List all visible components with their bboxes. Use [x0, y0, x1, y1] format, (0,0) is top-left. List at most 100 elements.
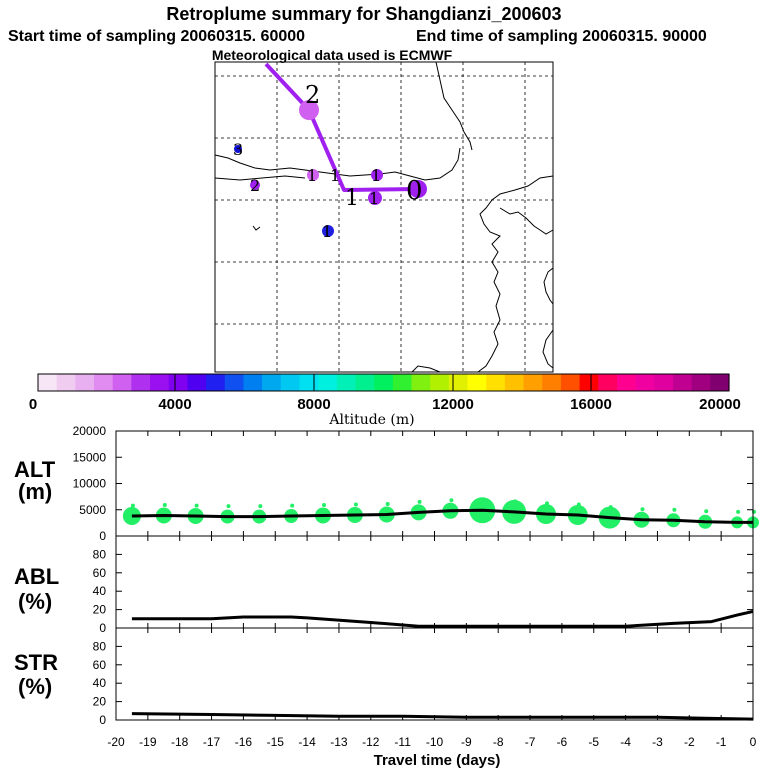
alt-spray-dot — [640, 507, 645, 512]
map-label: 3 — [233, 140, 243, 159]
x-tick-label: -6 — [557, 735, 568, 749]
alt-line — [131, 508, 753, 524]
x-axis-label: Travel time (days) — [374, 752, 501, 768]
y-tick-label: 20 — [93, 603, 107, 617]
map-labels: 2 3 2 1 1 1 1 1 0 1 — [233, 81, 423, 241]
y-tick-label: 10000 — [73, 477, 107, 491]
x-tick-label: -11 — [394, 735, 411, 749]
map-label: 1 — [369, 189, 379, 208]
x-tick-label: -13 — [330, 735, 348, 749]
str-panel-unit: (%) — [18, 674, 52, 699]
x-tick-label: -10 — [426, 735, 444, 749]
y-tick-label: 20 — [93, 695, 107, 709]
alt-spray-dot — [576, 502, 581, 507]
alt-spray-dot — [194, 503, 199, 508]
y-tick-label: 40 — [93, 584, 107, 598]
map-label: 0 — [406, 176, 423, 206]
map-label: 1 — [345, 186, 359, 211]
trajectory-node — [368, 191, 382, 205]
colorbar-label: Altitude (m) — [328, 412, 414, 428]
colorbar-cell — [598, 374, 618, 391]
y-tick-label: 20000 — [73, 424, 107, 438]
str-frame — [115, 627, 754, 721]
x-tick-label: -17 — [203, 735, 221, 749]
x-tick-label: -12 — [362, 735, 380, 749]
colorbar-cell — [336, 374, 357, 391]
trajectory-node — [322, 225, 334, 237]
alt-spray-dot — [449, 498, 454, 503]
alt-spray-dot — [608, 505, 613, 510]
colorbar-cell — [710, 374, 730, 391]
alt-yticks: 20000 15000 10000 5000 0 — [73, 424, 754, 543]
y-tick-label: 40 — [93, 676, 107, 690]
colorbar-cell — [654, 374, 674, 391]
colorbar-cell — [243, 374, 263, 391]
map-label: 1 — [307, 166, 317, 185]
colorbar-cell — [355, 374, 375, 391]
colorbar-cell — [448, 374, 469, 391]
colorbar-cell — [523, 374, 543, 391]
end-time: End time of sampling 20060315. 90000 — [416, 28, 707, 45]
colorbar-tick: 4000 — [158, 396, 191, 413]
abl-panel-label: ABL — [14, 564, 59, 589]
x-tick-label: 0 — [750, 735, 757, 749]
alt-spray-dot — [513, 499, 518, 504]
colorbar-ticks: 0 4000 8000 12000 16000 20000 — [29, 396, 741, 413]
map-label: 1 — [330, 166, 340, 185]
colorbar-cell — [168, 374, 189, 391]
abl-frame — [115, 535, 754, 629]
y-tick-label: 0 — [99, 621, 106, 635]
x-tick-label: -16 — [235, 735, 253, 749]
x-tick-label: -2 — [684, 735, 695, 749]
trajectory-node — [371, 169, 383, 181]
colorbar-cell — [150, 374, 170, 391]
alt-spray-dot — [162, 503, 167, 507]
map-label: 1 — [322, 222, 332, 241]
trajectory-node — [234, 145, 242, 153]
alt-spray-dot — [704, 509, 709, 514]
met-data: Meteorological data used is ECMWF — [212, 47, 453, 63]
colorbar-cell — [411, 374, 431, 391]
trajectory — [234, 62, 427, 237]
alt-spray-dot — [417, 499, 422, 504]
colorbar-cell — [112, 374, 132, 391]
x-tick-label: -14 — [298, 735, 316, 749]
str-plot — [131, 712, 754, 721]
colorbar-cell — [206, 374, 226, 391]
main-title: Retroplume summary for Shangdianzi_20060… — [166, 4, 561, 24]
alt-spray-dot — [736, 509, 741, 514]
coastlines — [214, 61, 554, 373]
y-tick-label: 60 — [93, 566, 107, 580]
colorbar-cell — [131, 374, 151, 391]
abl-yticks: 80 60 40 20 0 — [93, 536, 754, 635]
alt-spray-dot — [353, 502, 358, 507]
colorbar-cell — [691, 374, 711, 391]
alt-spray-dot — [290, 503, 295, 508]
x-tick-label: -15 — [267, 735, 285, 749]
alt-spray-dot — [130, 503, 135, 508]
trajectory-node — [307, 169, 319, 181]
x-tick-label: -18 — [171, 735, 189, 749]
colorbar-tick: 16000 — [570, 396, 612, 413]
colorbar-cell — [280, 374, 301, 391]
x-tick-label: -19 — [139, 735, 157, 749]
alt-plot — [122, 497, 759, 529]
colorbar-cell — [299, 374, 319, 391]
colorbar-tick: 12000 — [432, 396, 474, 413]
str-yticks: 80 60 40 20 0 — [93, 628, 754, 727]
colorbar-tick: 0 — [29, 396, 37, 413]
colorbar-cells — [38, 374, 730, 391]
x-tick-label: -4 — [620, 735, 631, 749]
colorbar-cell — [542, 374, 562, 391]
trajectory-node — [250, 180, 260, 190]
abl-panel: ABL (%) 80 60 40 20 0 — [14, 535, 754, 635]
colorbar-cell — [486, 374, 506, 391]
colorbar-tick: 8000 — [297, 396, 330, 413]
x-tick-label: -8 — [493, 735, 504, 749]
abl-line — [131, 609, 754, 628]
trajectory-path — [264, 62, 419, 192]
colorbar-cell — [262, 374, 282, 391]
x-tick-label: -9 — [461, 735, 472, 749]
map-label: 1 — [371, 166, 381, 185]
